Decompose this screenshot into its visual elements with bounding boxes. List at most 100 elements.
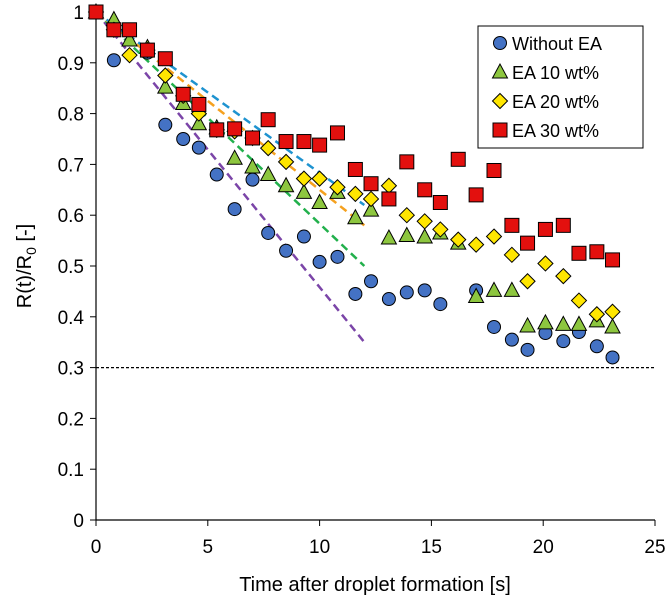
- y-tick-label: 0.8: [58, 105, 84, 126]
- data-point: [416, 227, 434, 244]
- x-tick-label: 25: [644, 537, 665, 558]
- data-point: [381, 191, 397, 207]
- data-point: [295, 170, 313, 187]
- data-point: [504, 217, 520, 233]
- x-tick-label: 15: [421, 537, 442, 558]
- y-tick-label: 0.6: [58, 206, 84, 227]
- data-point: [554, 315, 572, 331]
- data-point: [156, 78, 174, 94]
- data-point: [363, 176, 379, 192]
- data-point: [556, 334, 571, 349]
- data-point: [121, 46, 138, 64]
- data-point: [312, 254, 327, 269]
- data-point: [432, 221, 449, 238]
- data-point: [416, 213, 433, 230]
- data-points: [87, 2, 621, 365]
- data-point: [157, 67, 174, 84]
- y-tick-label: 0.3: [58, 359, 84, 380]
- data-point: [555, 217, 571, 233]
- data-point: [176, 132, 191, 146]
- data-point: [226, 149, 243, 165]
- data-point: [380, 177, 398, 194]
- y-axis-title-main: R(t)/R: [14, 255, 36, 308]
- data-point: [311, 170, 328, 187]
- legend-marker: [492, 122, 508, 138]
- data-point: [589, 244, 605, 260]
- data-point: [537, 313, 554, 330]
- y-tick-label: 1: [73, 3, 84, 24]
- data-point: [364, 274, 379, 289]
- data-point: [417, 182, 433, 198]
- data-point: [450, 151, 466, 167]
- data-point: [191, 140, 206, 155]
- data-point: [487, 319, 502, 334]
- y-tick-label: 0.4: [58, 308, 85, 329]
- data-point: [209, 122, 225, 138]
- data-point: [175, 86, 191, 102]
- data-point: [381, 292, 396, 307]
- x-ticks: 0 5 10 15 20 25: [91, 520, 666, 558]
- x-tick-label: 0: [91, 537, 102, 558]
- data-point: [106, 53, 121, 68]
- data-point: [537, 221, 553, 237]
- data-point: [245, 130, 261, 146]
- y-tick-label: 0.9: [58, 54, 84, 75]
- data-point: [329, 125, 345, 141]
- data-point: [362, 201, 380, 217]
- data-point: [347, 161, 363, 177]
- data-point: [139, 42, 155, 58]
- data-point: [122, 22, 138, 38]
- data-point: [259, 165, 277, 182]
- y-tick-label: 0.7: [58, 155, 84, 176]
- data-point: [209, 167, 224, 182]
- data-point: [399, 285, 414, 300]
- data-point: [106, 22, 122, 38]
- data-point: [261, 225, 276, 240]
- data-point: [277, 153, 295, 171]
- fit-line: [95, 11, 366, 343]
- data-point: [348, 286, 363, 301]
- data-point: [398, 206, 416, 224]
- x-tick-label: 5: [203, 537, 214, 558]
- legend-marker: [491, 92, 509, 110]
- data-point: [190, 114, 208, 131]
- data-point: [605, 252, 621, 268]
- legend-entry-label: EA 30 wt%: [512, 121, 599, 141]
- data-point: [398, 226, 416, 243]
- data-point: [121, 30, 138, 47]
- data-point: [330, 249, 345, 264]
- data-point: [467, 287, 485, 303]
- data-point: [604, 303, 621, 320]
- legend-entry-label: Without EA: [512, 34, 602, 54]
- x-axis-title: Time after droplet formation [s]: [239, 574, 511, 596]
- data-point: [329, 179, 346, 196]
- legend-marker: [493, 36, 507, 50]
- data-point: [504, 332, 519, 347]
- y-tick-label: 0.1: [58, 460, 84, 481]
- legend: Without EA EA 10 wt% EA 20 wt% EA 30 wt%: [477, 25, 644, 149]
- data-point: [571, 245, 587, 261]
- legend-entry-label: EA 20 wt%: [512, 92, 599, 112]
- data-point: [485, 228, 503, 245]
- data-point: [260, 112, 276, 128]
- data-point: [486, 162, 502, 178]
- y-axis-title-tail: [-]: [14, 224, 36, 247]
- data-point: [380, 229, 398, 245]
- data-point: [227, 202, 242, 217]
- data-point: [158, 117, 173, 132]
- data-point: [520, 235, 536, 251]
- data-point: [311, 193, 328, 209]
- y-tick-label: 0.2: [58, 409, 84, 430]
- legend-marker: [491, 62, 509, 79]
- data-point: [467, 236, 485, 253]
- data-point: [244, 157, 261, 174]
- data-point: [296, 229, 311, 244]
- data-point: [570, 292, 588, 309]
- data-point: [570, 315, 588, 331]
- data-point: [277, 176, 295, 193]
- y-axis-title-subscript: 0: [23, 247, 39, 255]
- x-tick-label: 20: [533, 537, 554, 558]
- data-point: [347, 208, 364, 225]
- data-point: [259, 139, 277, 157]
- data-point: [279, 243, 294, 258]
